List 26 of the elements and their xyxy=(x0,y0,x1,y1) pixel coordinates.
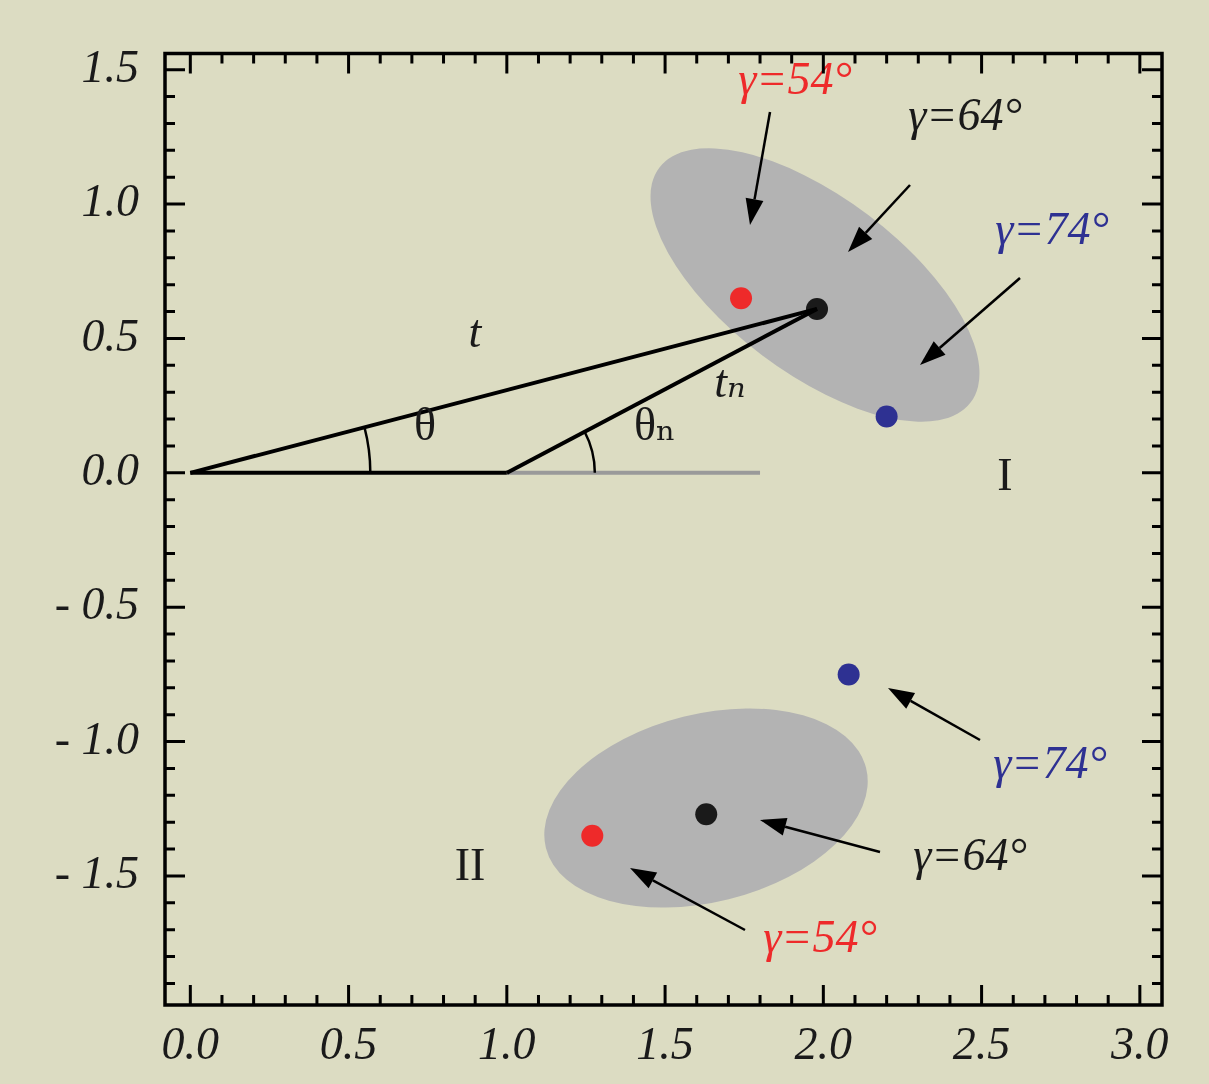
annotation: θₙ xyxy=(634,399,676,451)
y-tick-label: - 0.5 xyxy=(54,578,139,630)
annotation: γ=64° xyxy=(913,829,1027,881)
annotation: γ=74° xyxy=(993,737,1107,789)
annotation: γ=54° xyxy=(763,911,877,963)
annotation: I xyxy=(997,449,1013,501)
y-tick-label: 1.0 xyxy=(81,175,139,227)
annotation: γ=74° xyxy=(995,203,1109,255)
x-tick-label: 1.0 xyxy=(478,1017,536,1069)
x-tick-label: 0.5 xyxy=(319,1017,378,1069)
annotation: θ xyxy=(413,399,437,451)
annotation: tₙ xyxy=(714,356,746,408)
y-tick-label: - 1.0 xyxy=(54,712,139,764)
y-tick-label: 1.5 xyxy=(81,40,139,92)
x-tick-label: 2.5 xyxy=(952,1017,1011,1069)
x-tick-label: 2.0 xyxy=(794,1017,853,1069)
annotation: t xyxy=(468,306,483,358)
x-tick-label: 1.5 xyxy=(636,1017,694,1069)
y-tick-label: - 1.5 xyxy=(54,847,139,899)
annotation: γ=54° xyxy=(738,53,852,105)
annotation: II xyxy=(454,839,486,891)
y-tick-label: 0.0 xyxy=(81,443,139,495)
y-tick-label: 0.5 xyxy=(81,309,139,361)
annotation: γ=64° xyxy=(908,89,1022,141)
x-tick-label: 3.0 xyxy=(1110,1017,1169,1069)
x-tick-label: 0.0 xyxy=(161,1017,220,1069)
